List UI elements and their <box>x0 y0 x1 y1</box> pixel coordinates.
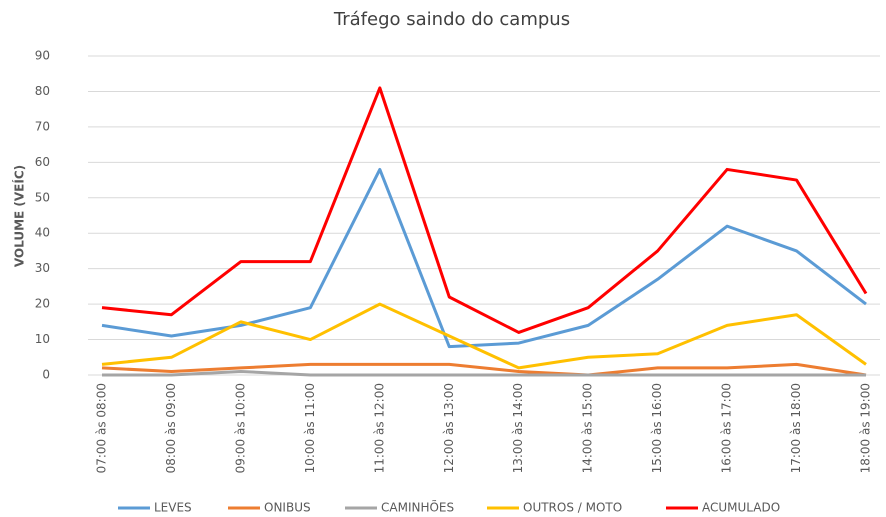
y-tick-label: 20 <box>35 297 50 311</box>
y-tick-label: 80 <box>35 84 50 98</box>
series-line <box>101 167 867 349</box>
y-tick-label: 90 <box>35 49 50 63</box>
legend-label: ONIBUS <box>264 501 311 515</box>
y-tick-label: 70 <box>35 119 50 133</box>
x-tick-label: 09:00 às 10:00 <box>233 383 247 473</box>
y-tick-label: 40 <box>35 226 50 240</box>
x-tick-label: 07:00 às 08:00 <box>95 383 109 473</box>
x-tick-label: 12:00 às 13:00 <box>442 383 456 473</box>
x-tick-label: 18:00 às 19:00 <box>859 383 873 473</box>
x-tick-label: 17:00 às 18:00 <box>789 383 803 473</box>
chart-title: Tráfego saindo do campus <box>333 9 570 30</box>
x-tick-label: 08:00 às 09:00 <box>164 383 178 473</box>
legend-label: ACUMULADO <box>702 501 780 515</box>
y-tick-label: 10 <box>35 332 50 346</box>
series-line <box>101 362 867 377</box>
y-tick-label: 60 <box>35 155 50 169</box>
legend-label: OUTROS / MOTO <box>523 501 622 515</box>
x-tick-label: 11:00 às 12:00 <box>372 383 386 473</box>
y-tick-label: 0 <box>42 368 50 382</box>
legend-label: LEVES <box>154 501 192 515</box>
x-tick-label: 10:00 às 11:00 <box>303 383 317 473</box>
y-tick-label: 50 <box>35 190 50 204</box>
x-tick-label: 13:00 às 14:00 <box>511 383 525 473</box>
x-tick-label: 15:00 às 16:00 <box>650 383 664 473</box>
series-line <box>101 86 868 334</box>
y-tick-label: 30 <box>35 261 50 275</box>
series-line <box>101 302 867 370</box>
legend-label: CAMINHÕES <box>381 500 454 515</box>
x-tick-label: 14:00 às 15:00 <box>581 383 595 473</box>
series-line <box>102 369 866 377</box>
y-axis-title: VOLUME (VEÍC) <box>12 165 27 267</box>
x-tick-label: 16:00 às 17:00 <box>720 383 734 473</box>
